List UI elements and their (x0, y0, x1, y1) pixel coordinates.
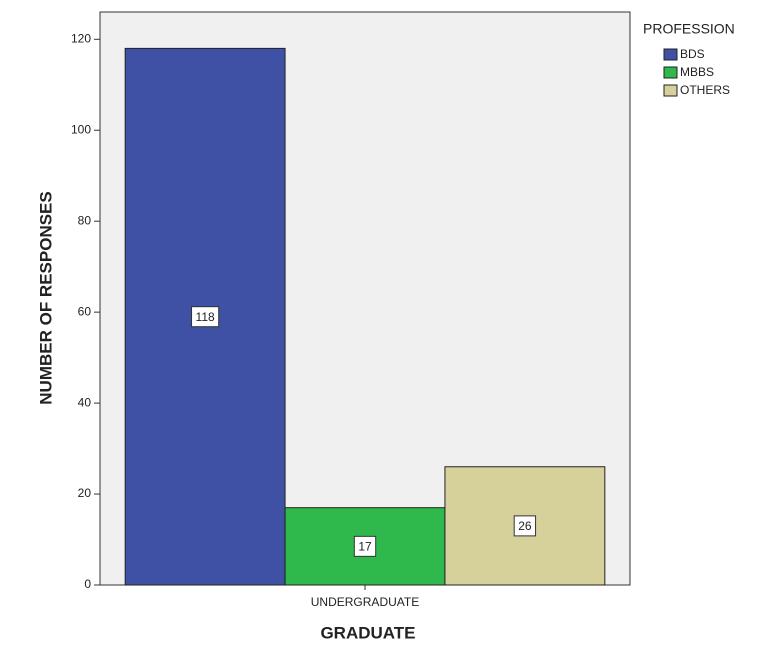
y-tick-label: 20 (78, 486, 92, 500)
legend-label: MBBS (680, 65, 714, 79)
legend-swatch (663, 66, 678, 79)
data-label: 26 (518, 519, 532, 533)
x-tick-label: UNDERGRADUATE (311, 595, 419, 609)
y-tick-label: 0 (84, 577, 91, 591)
legend-swatch (663, 84, 678, 97)
data-label-box (191, 306, 220, 328)
data-label-box (353, 535, 377, 557)
legend-label: OTHERS (680, 83, 730, 97)
x-axis-title: GRADUATE (320, 623, 415, 642)
y-tick-label: 60 (78, 304, 92, 318)
y-axis-title: NUMBER OF RESPONSES (36, 191, 55, 404)
legend-label: BDS (680, 47, 705, 61)
data-label-box (513, 515, 537, 537)
y-tick-label: 80 (78, 213, 92, 227)
y-tick-label: 100 (71, 122, 91, 136)
y-tick-label: 40 (78, 395, 92, 409)
legend-title: PROFESSION (643, 21, 735, 37)
data-label: 118 (196, 310, 215, 324)
y-tick-label: 120 (71, 31, 91, 45)
legend-swatch (663, 48, 678, 61)
data-label: 17 (358, 540, 372, 554)
